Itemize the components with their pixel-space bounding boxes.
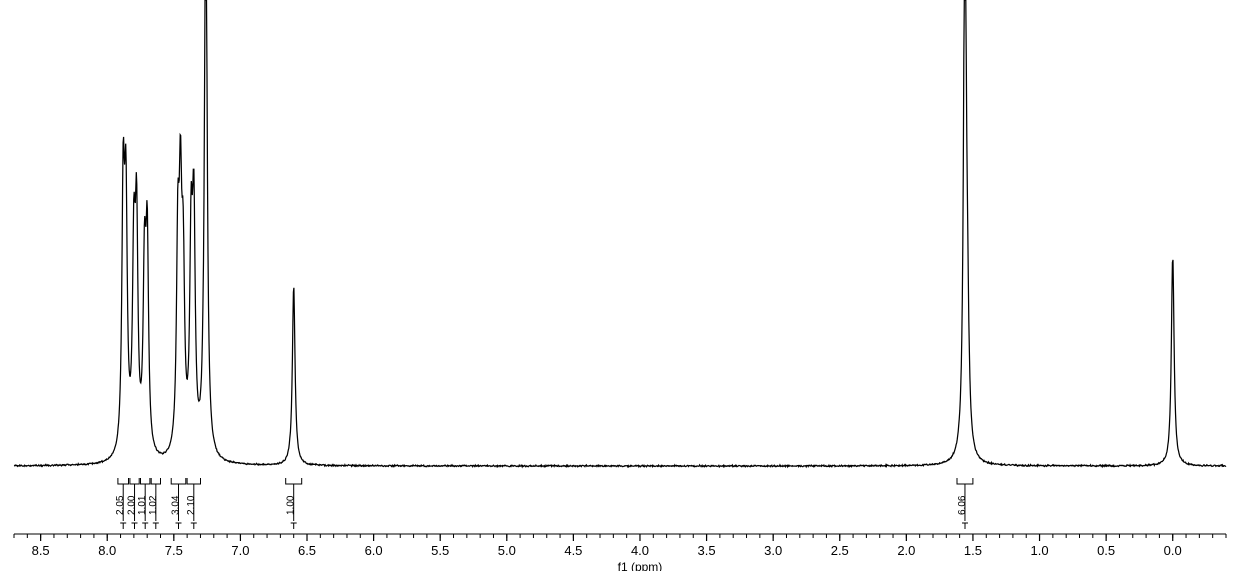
integration-label: 2.00 bbox=[127, 495, 138, 515]
integration-label: 2.05 bbox=[115, 495, 126, 515]
x-tick-label: 0.5 bbox=[1097, 543, 1115, 558]
x-tick-label: 5.5 bbox=[431, 543, 449, 558]
integration-label: 2.10 bbox=[186, 495, 197, 515]
x-tick-label: 8.0 bbox=[98, 543, 116, 558]
x-tick-label: 7.5 bbox=[165, 543, 183, 558]
x-tick-label: 5.0 bbox=[498, 543, 516, 558]
x-axis-label: f1 (ppm) bbox=[618, 560, 663, 571]
integration-label: 1.00 bbox=[286, 495, 297, 515]
x-tick-label: 6.0 bbox=[365, 543, 383, 558]
integration-label: 1.01 bbox=[137, 495, 148, 515]
x-tick-label: 1.0 bbox=[1030, 543, 1048, 558]
integration-label: 3.04 bbox=[170, 495, 181, 515]
x-tick-label: 7.0 bbox=[231, 543, 249, 558]
integration-label: 1.02 bbox=[148, 495, 159, 515]
x-tick-label: 4.5 bbox=[564, 543, 582, 558]
x-tick-label: 6.5 bbox=[298, 543, 316, 558]
nmr-spectrum-chart: 2.052.001.011.02 3.04 2.10 1.00 6.06 8.5 8.0 7.… bbox=[0, 0, 1240, 571]
x-tick-label: 3.5 bbox=[698, 543, 716, 558]
x-tick-label: 0.0 bbox=[1164, 543, 1182, 558]
x-tick-label: 3.0 bbox=[764, 543, 782, 558]
spectrum-svg: 2.052.001.011.02 3.04 2.10 1.00 6.06 8.5 8.0 7.… bbox=[0, 0, 1240, 571]
x-tick-label: 4.0 bbox=[631, 543, 649, 558]
x-tick-label: 2.5 bbox=[831, 543, 849, 558]
x-tick-label: 1.5 bbox=[964, 543, 982, 558]
x-tick-label: 8.5 bbox=[32, 543, 50, 558]
x-tick-label: 2.0 bbox=[897, 543, 915, 558]
integration-label: 6.06 bbox=[957, 495, 968, 515]
